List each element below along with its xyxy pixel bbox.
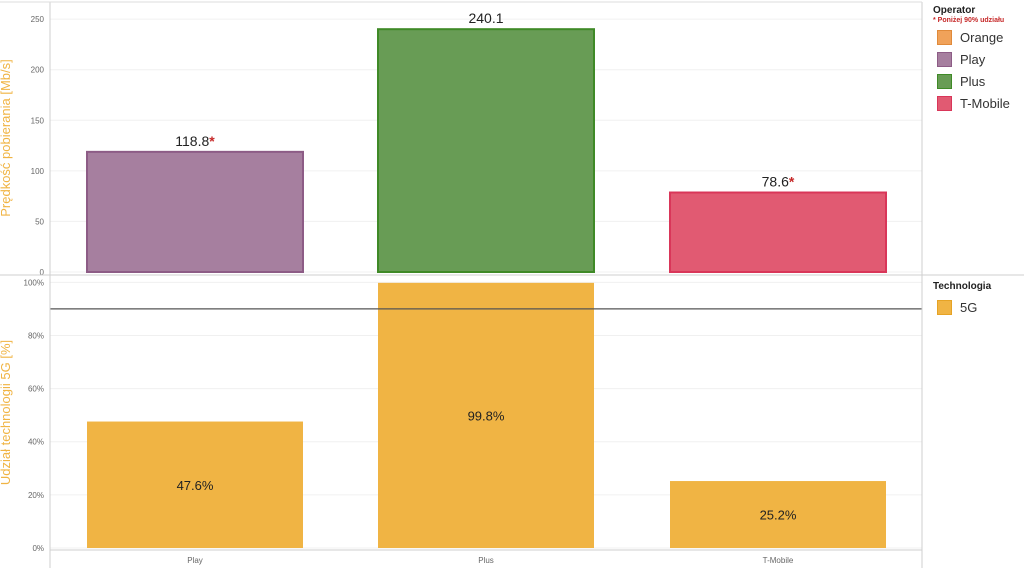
operator-legend-note: * Poniżej 90% udziału bbox=[933, 17, 1005, 24]
legend-item-t-mobile: T-Mobile bbox=[933, 92, 1010, 114]
5g-share-bar-plus bbox=[378, 282, 594, 548]
speed-y-tick-label: 50 bbox=[35, 217, 44, 226]
speed-y-tick-label: 200 bbox=[31, 66, 45, 75]
x-tick-label-t-mobile: T-Mobile bbox=[763, 556, 794, 565]
x-tick-label-play: Play bbox=[187, 556, 203, 565]
speed-y-tick-label: 100 bbox=[31, 167, 45, 176]
5g-share-y-tick-label: 80% bbox=[28, 331, 44, 340]
5g-share-y-tick-label: 20% bbox=[28, 491, 44, 500]
speed-bar-t-mobile bbox=[669, 191, 887, 274]
legend-label: Orange bbox=[960, 29, 1004, 45]
5g-share-bar-play bbox=[87, 421, 303, 548]
5g-share-y-tick-label: 0% bbox=[32, 544, 44, 553]
legend-swatch bbox=[937, 95, 952, 111]
5g-share-y-tick-label: 40% bbox=[28, 438, 44, 447]
speed-data-label-t-mobile: 78.6* bbox=[762, 174, 795, 190]
5g-share-y-tick-label: 60% bbox=[28, 385, 44, 394]
speed-data-label-plus: 240.1 bbox=[468, 10, 503, 26]
legend-swatch bbox=[937, 73, 952, 89]
operator-legend-title: Operator bbox=[933, 5, 976, 16]
legend-label: Play bbox=[960, 51, 986, 67]
below-threshold-marker: * bbox=[209, 133, 215, 149]
5g-share-bar-t-mobile bbox=[670, 481, 886, 548]
legend-label: T-Mobile bbox=[960, 95, 1010, 111]
5g-share-y-tick-label: 100% bbox=[24, 278, 44, 287]
legend-swatch bbox=[937, 299, 952, 315]
legend-label: Plus bbox=[960, 73, 986, 89]
speed-bar-plus bbox=[377, 28, 595, 274]
below-threshold-marker: * bbox=[789, 174, 795, 190]
5g-share-data-label-plus: 99.8% bbox=[468, 408, 505, 423]
5g-share-chart-panel: 0% 20% 40% 60% 80% 100% Udział technologii 5G … bbox=[0, 278, 922, 565]
legend-item-orange: Orange bbox=[933, 26, 1010, 48]
legend-label: 5G bbox=[960, 299, 978, 315]
operator-legend-items: Orange Play Plus T-Mobile bbox=[933, 26, 1010, 114]
speed-y-tick-label: 150 bbox=[31, 116, 45, 125]
technology-legend-items: 5G bbox=[933, 296, 991, 318]
5g-share-data-label-play: 47.6% bbox=[177, 478, 214, 493]
technology-legend-title: Technologia bbox=[933, 281, 992, 292]
speed-chart-panel: 0 50 100 150 200 250 Prędkość pobierania [Mb/s… bbox=[0, 10, 922, 277]
technology-legend: Technologia 5G bbox=[933, 281, 991, 318]
5g-share-y-axis-title: Udział technologii 5G [%] bbox=[0, 340, 13, 485]
legend-swatch bbox=[937, 51, 952, 67]
legend-item-plus: Plus bbox=[933, 70, 1010, 92]
operator-legend: Operator * Poniżej 90% udziału Orange Pla… bbox=[933, 5, 1010, 114]
legend-swatch bbox=[937, 29, 952, 45]
legend-item-play: Play bbox=[933, 48, 1010, 70]
x-tick-label-plus: Plus bbox=[478, 556, 494, 565]
speed-data-label-play: 118.8* bbox=[175, 133, 215, 149]
speed-y-tick-label: 250 bbox=[31, 15, 45, 24]
speed-y-axis-title: Prędkość pobierania [Mb/s] bbox=[0, 59, 13, 217]
5g-share-data-label-t-mobile: 25.2% bbox=[760, 508, 797, 523]
speed-y-tick-label: 0 bbox=[40, 268, 45, 277]
speed-bar-play bbox=[86, 150, 304, 273]
legend-item-5g: 5G bbox=[933, 296, 991, 318]
